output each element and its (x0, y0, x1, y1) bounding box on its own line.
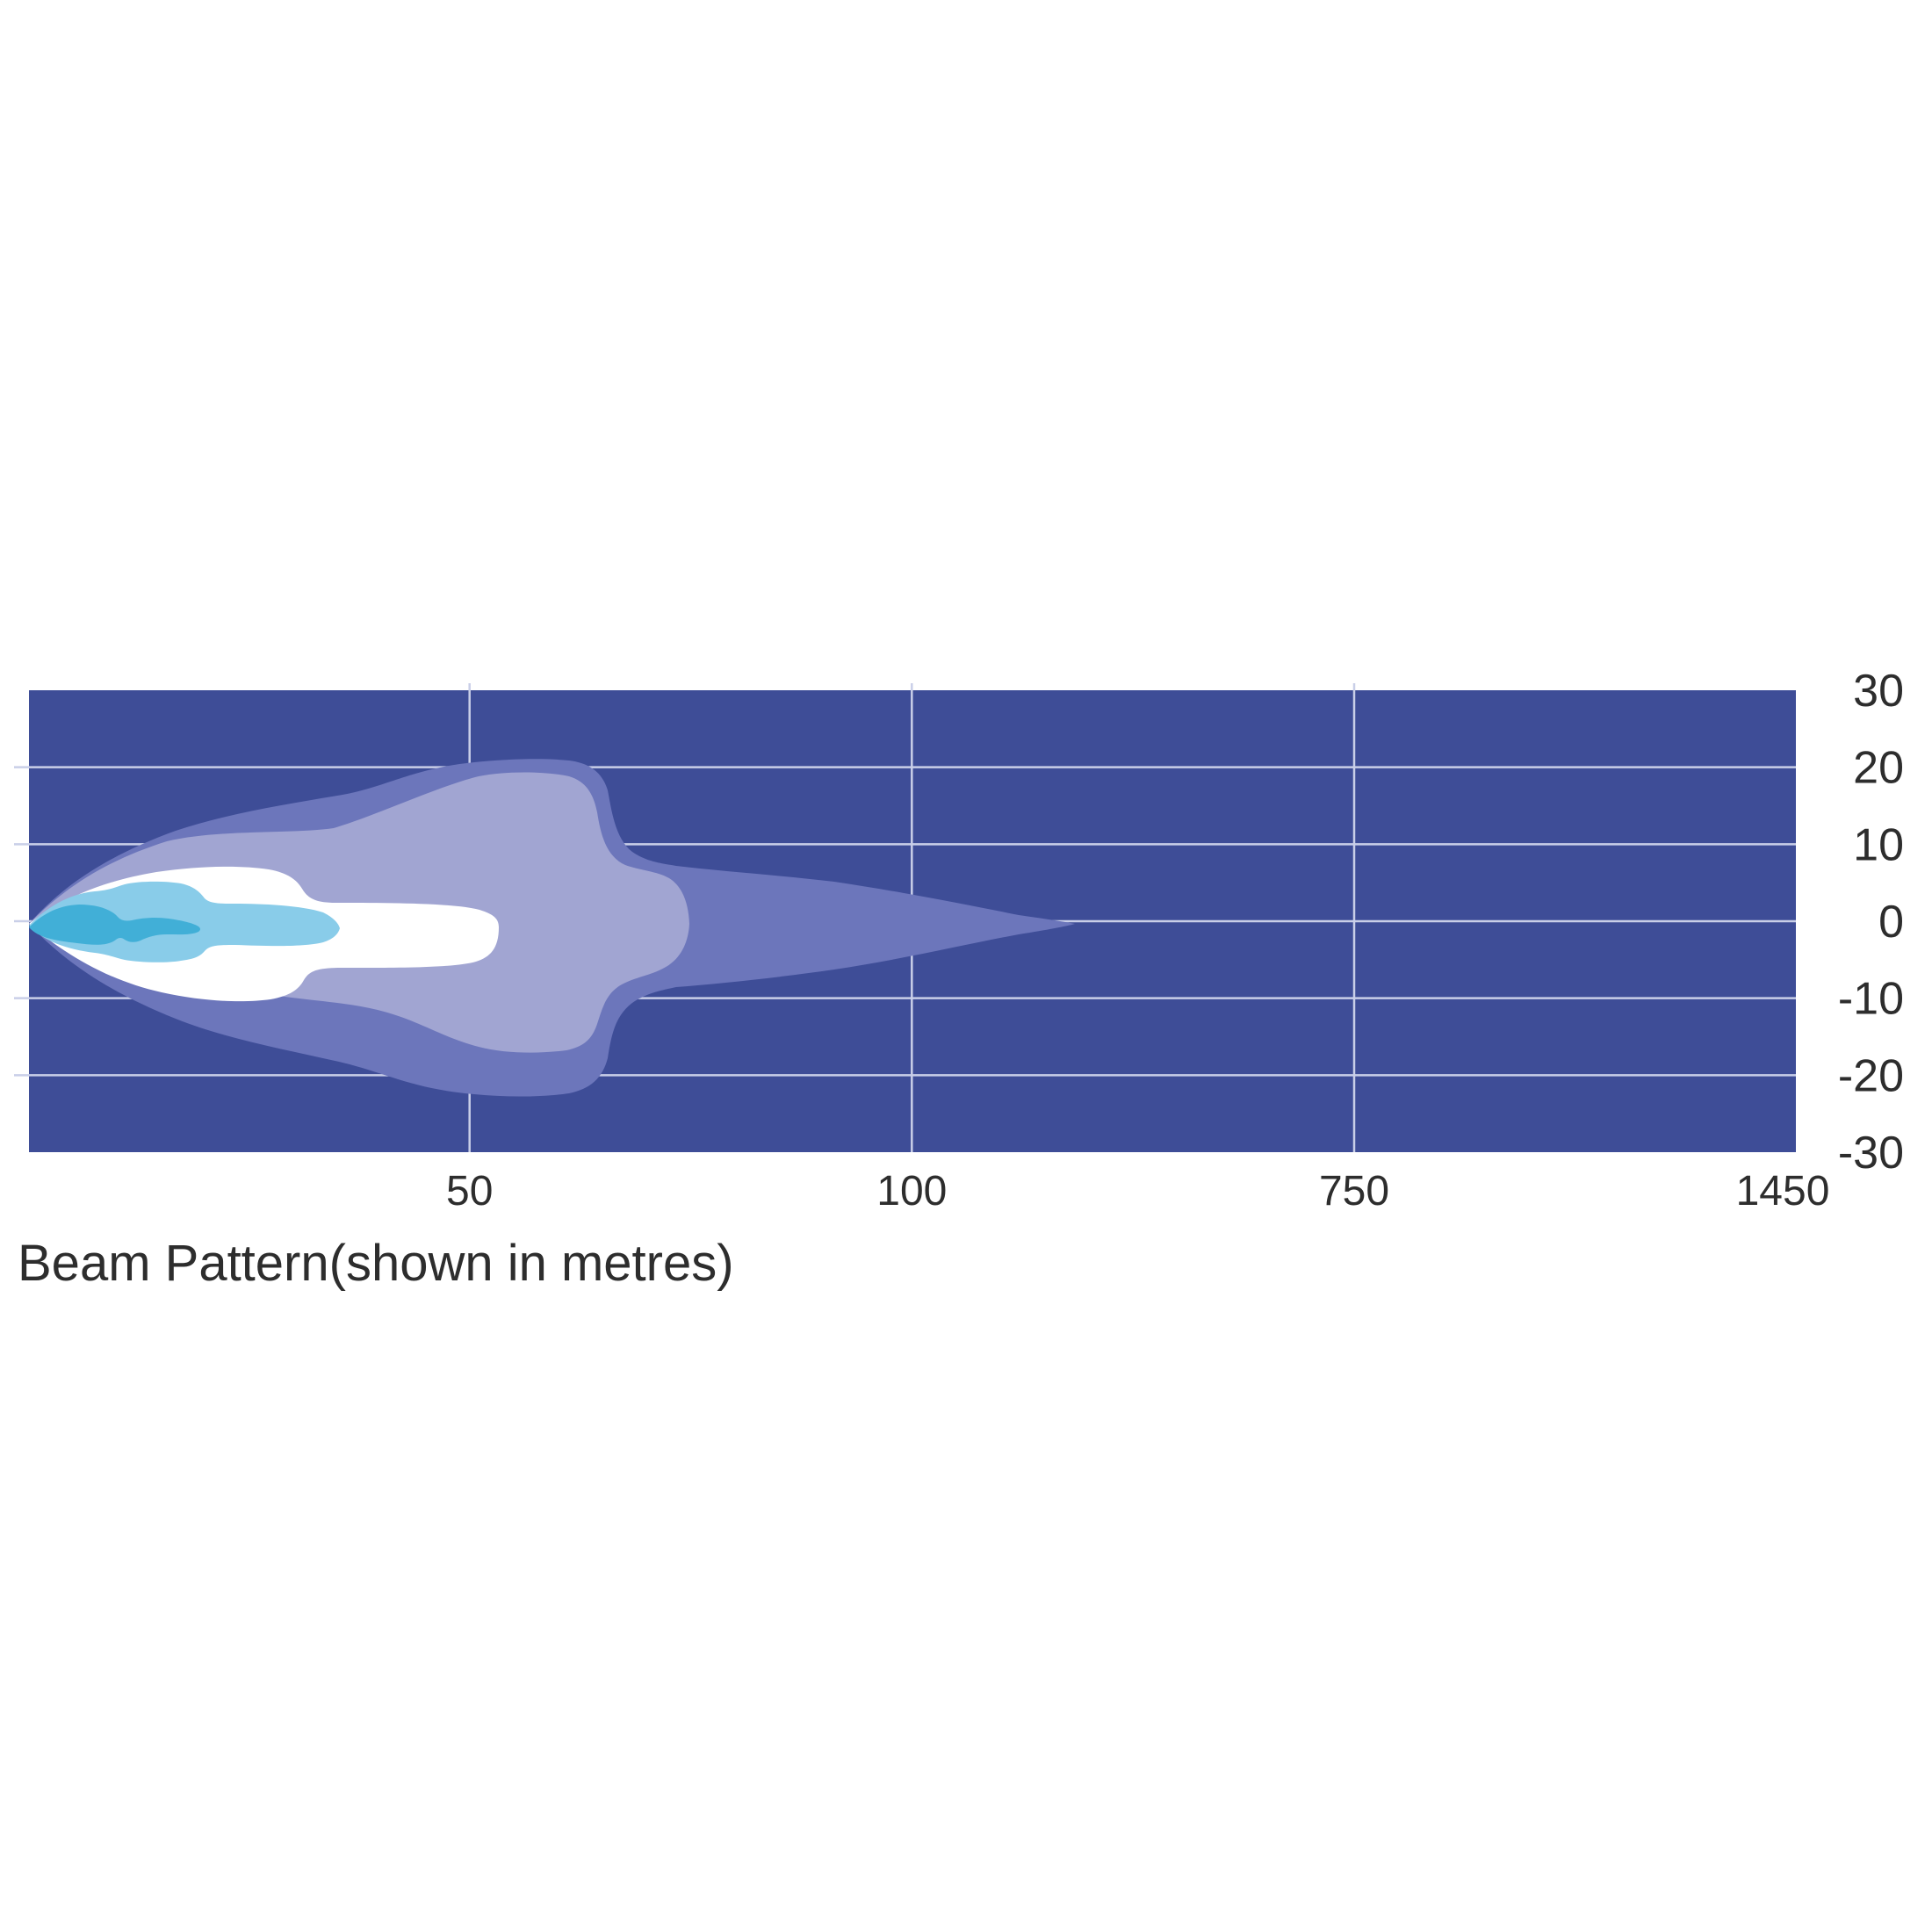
y-tick-label: 20 (1853, 743, 1904, 794)
x-tick-label: 1450 (1736, 1168, 1830, 1215)
y-tick-label: -20 (1838, 1050, 1904, 1101)
y-tick-label: -10 (1838, 974, 1904, 1025)
y-tick-label: -30 (1838, 1128, 1904, 1179)
x-tick-label: 100 (876, 1168, 947, 1215)
chart-title: Beam Pattern(shown in metres) (18, 1235, 734, 1292)
x-tick-label: 750 (1319, 1168, 1389, 1215)
beam-layer-hotspot-core (29, 905, 200, 945)
x-axis-labels: 50 100 750 1450 (446, 1168, 1829, 1215)
y-tick-label: 30 (1853, 666, 1904, 717)
x-tick-label: 50 (446, 1168, 493, 1215)
y-axis-labels: 30 20 10 0 -10 -20 -30 (1838, 666, 1904, 1179)
y-tick-label: 0 (1878, 897, 1904, 948)
beam-layers (29, 759, 1075, 1097)
y-tick-label: 10 (1853, 819, 1904, 870)
